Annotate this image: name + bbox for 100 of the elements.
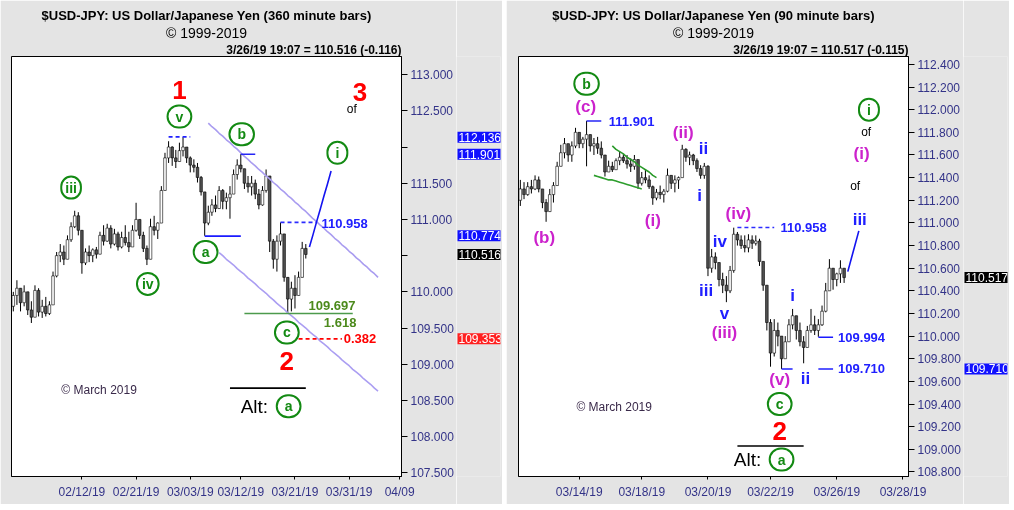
y-tick-label: 111.200 [917,193,960,208]
text: 110.774 [458,229,502,244]
annotation: 110.958 [321,216,368,232]
annotation: i [790,285,795,305]
x-tick-label: 03/22/19 [747,484,795,499]
annotation: 0.382 [343,330,377,346]
x-tick-label: 02/21/19 [112,484,160,499]
y-tick-label: 111.000 [917,216,960,231]
annotation: b [582,75,591,92]
candlestick [36,287,41,317]
y-tick-label: 108.800 [917,465,962,480]
annotation: (ii) [672,122,694,142]
text: 109.353 [458,332,503,347]
annotation: (c) [575,96,597,116]
annotation: 111.901 [608,113,655,129]
candlestick [750,234,754,250]
candlestick [592,137,596,156]
annotation: (iv) [725,204,752,224]
x-tick-label: 03/03/19 [166,484,214,499]
annotation: c [775,396,784,413]
y-tick-label: 112.200 [917,80,961,95]
y-tick-label: 111.500 [410,176,453,191]
annotation: 1 [172,74,187,105]
annotation: a [777,451,786,468]
candlestick [116,231,120,252]
annotation: a [284,398,293,415]
candlestick [105,223,109,243]
annotation: © March 2019 [61,383,138,398]
line-series [593,174,643,190]
text: 111.901 [458,147,501,162]
x-tick-label: 03/12/19 [217,484,265,499]
annotation: © March 2019 [576,400,653,415]
annotation: ii [698,138,709,158]
annotation: i [867,101,871,118]
candlestick [22,284,26,307]
annotation: iii [65,179,77,196]
candlestick [636,159,640,190]
annotation: (iii) [711,323,738,343]
candlestick [673,174,677,193]
chart-title: $USD-JPY: US Dollar/Japanese Yen (360 minute bars) [41,7,372,23]
annotation: a [201,244,210,261]
candlestick [522,181,526,200]
annotation: iii [852,210,867,229]
y-tick-label: 110.000 [917,329,961,344]
candlestick [293,274,297,309]
y-tick-label: 109.400 [917,397,962,412]
candlestick [87,245,91,263]
y-tick-label: 111.600 [917,148,960,163]
x-tick-label: 03/18/19 [618,484,666,499]
y-tick-label: 107.500 [410,466,455,481]
text: 112.136 [458,130,502,145]
candlestick [772,318,776,357]
y-tick-label: 113.000 [410,68,454,83]
annotation: 1.618 [323,315,357,331]
y-tick-label: 111.000 [410,212,453,227]
candlestick [739,234,743,250]
annotation: of [850,178,861,193]
annotation: Alt: [733,449,762,471]
annotation: 109.710 [838,361,886,377]
annotation: 109.994 [838,329,886,345]
y-tick-label: 112.400 [917,57,961,72]
y-tick-label: 111.400 [917,171,960,186]
annotation: c [282,324,291,341]
y-tick-label: 109.800 [917,352,962,367]
annotation: 110.958 [780,219,827,235]
y-tick-label: 111.800 [917,125,960,140]
y-tick-label: 109.000 [917,442,962,457]
x-tick-label: 03/20/19 [684,484,732,499]
annotation: Alt: [240,395,269,417]
annotation: i [697,186,703,206]
chart-subtitle: © 1999-2019 [672,24,755,41]
y-tick-label: 110.600 [917,261,961,276]
candlestick [625,154,629,170]
y-tick-label: 109.500 [410,321,455,336]
annotation: iv [712,231,728,251]
y-tick-label: 110.400 [917,284,961,299]
chart-subtitle: © 1999-2019 [165,24,248,41]
annotation: 2 [772,416,787,447]
annotation: of [861,125,872,140]
annotation: (i) [644,211,661,231]
text: 110.516 [458,247,502,262]
annotation: 2 [279,346,295,377]
annotation: (i) [853,144,870,164]
annotation: (b) [533,228,556,248]
annotation: v [719,304,730,323]
y-tick-label: 112.000 [917,103,961,118]
candlestick [217,185,221,210]
y-tick-label: 110.800 [917,239,961,254]
x-tick-label: 03/28/19 [879,484,927,499]
annotation: of [346,102,358,117]
annotation: 109.697 [308,298,356,314]
annotation: v [175,108,184,125]
candlestick [174,149,178,169]
annotation: iv [141,275,154,292]
annotation: 3/26/19 19:07 = 110.516 (-0.116) [226,42,402,57]
annotation: b [237,126,246,143]
x-tick-label: 03/21/19 [271,484,319,499]
x-tick-label: 03/26/19 [813,484,861,499]
candlestick [250,175,254,197]
x-tick-label: 04/09 [384,484,416,499]
